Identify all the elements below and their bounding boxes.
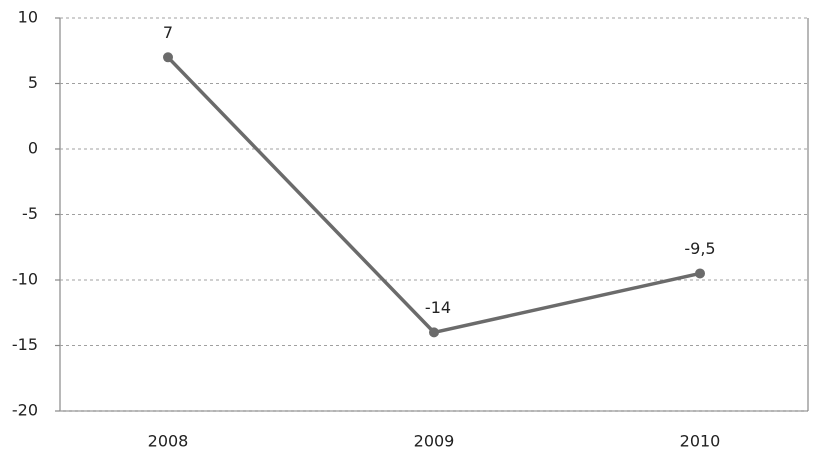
data-label: -9,5 — [684, 239, 715, 258]
data-point — [163, 52, 173, 63]
x-tick-label: 2008 — [148, 432, 189, 451]
x-tick-label: 2010 — [680, 432, 721, 451]
y-tick-label: 5 — [28, 73, 38, 92]
data-point — [429, 327, 439, 338]
y-tick-label: -10 — [12, 270, 38, 289]
data-line — [166, 56, 701, 335]
y-tick-label: -20 — [12, 401, 38, 420]
data-label: -14 — [425, 298, 451, 317]
x-tick-label: 2009 — [414, 432, 455, 451]
y-tick-label: -5 — [22, 204, 38, 223]
y-tick-label: 10 — [18, 8, 38, 27]
y-tick-label: -15 — [12, 335, 38, 354]
y-tick-label: 0 — [28, 139, 38, 158]
data-point — [695, 268, 705, 279]
data-label: 7 — [163, 23, 173, 42]
